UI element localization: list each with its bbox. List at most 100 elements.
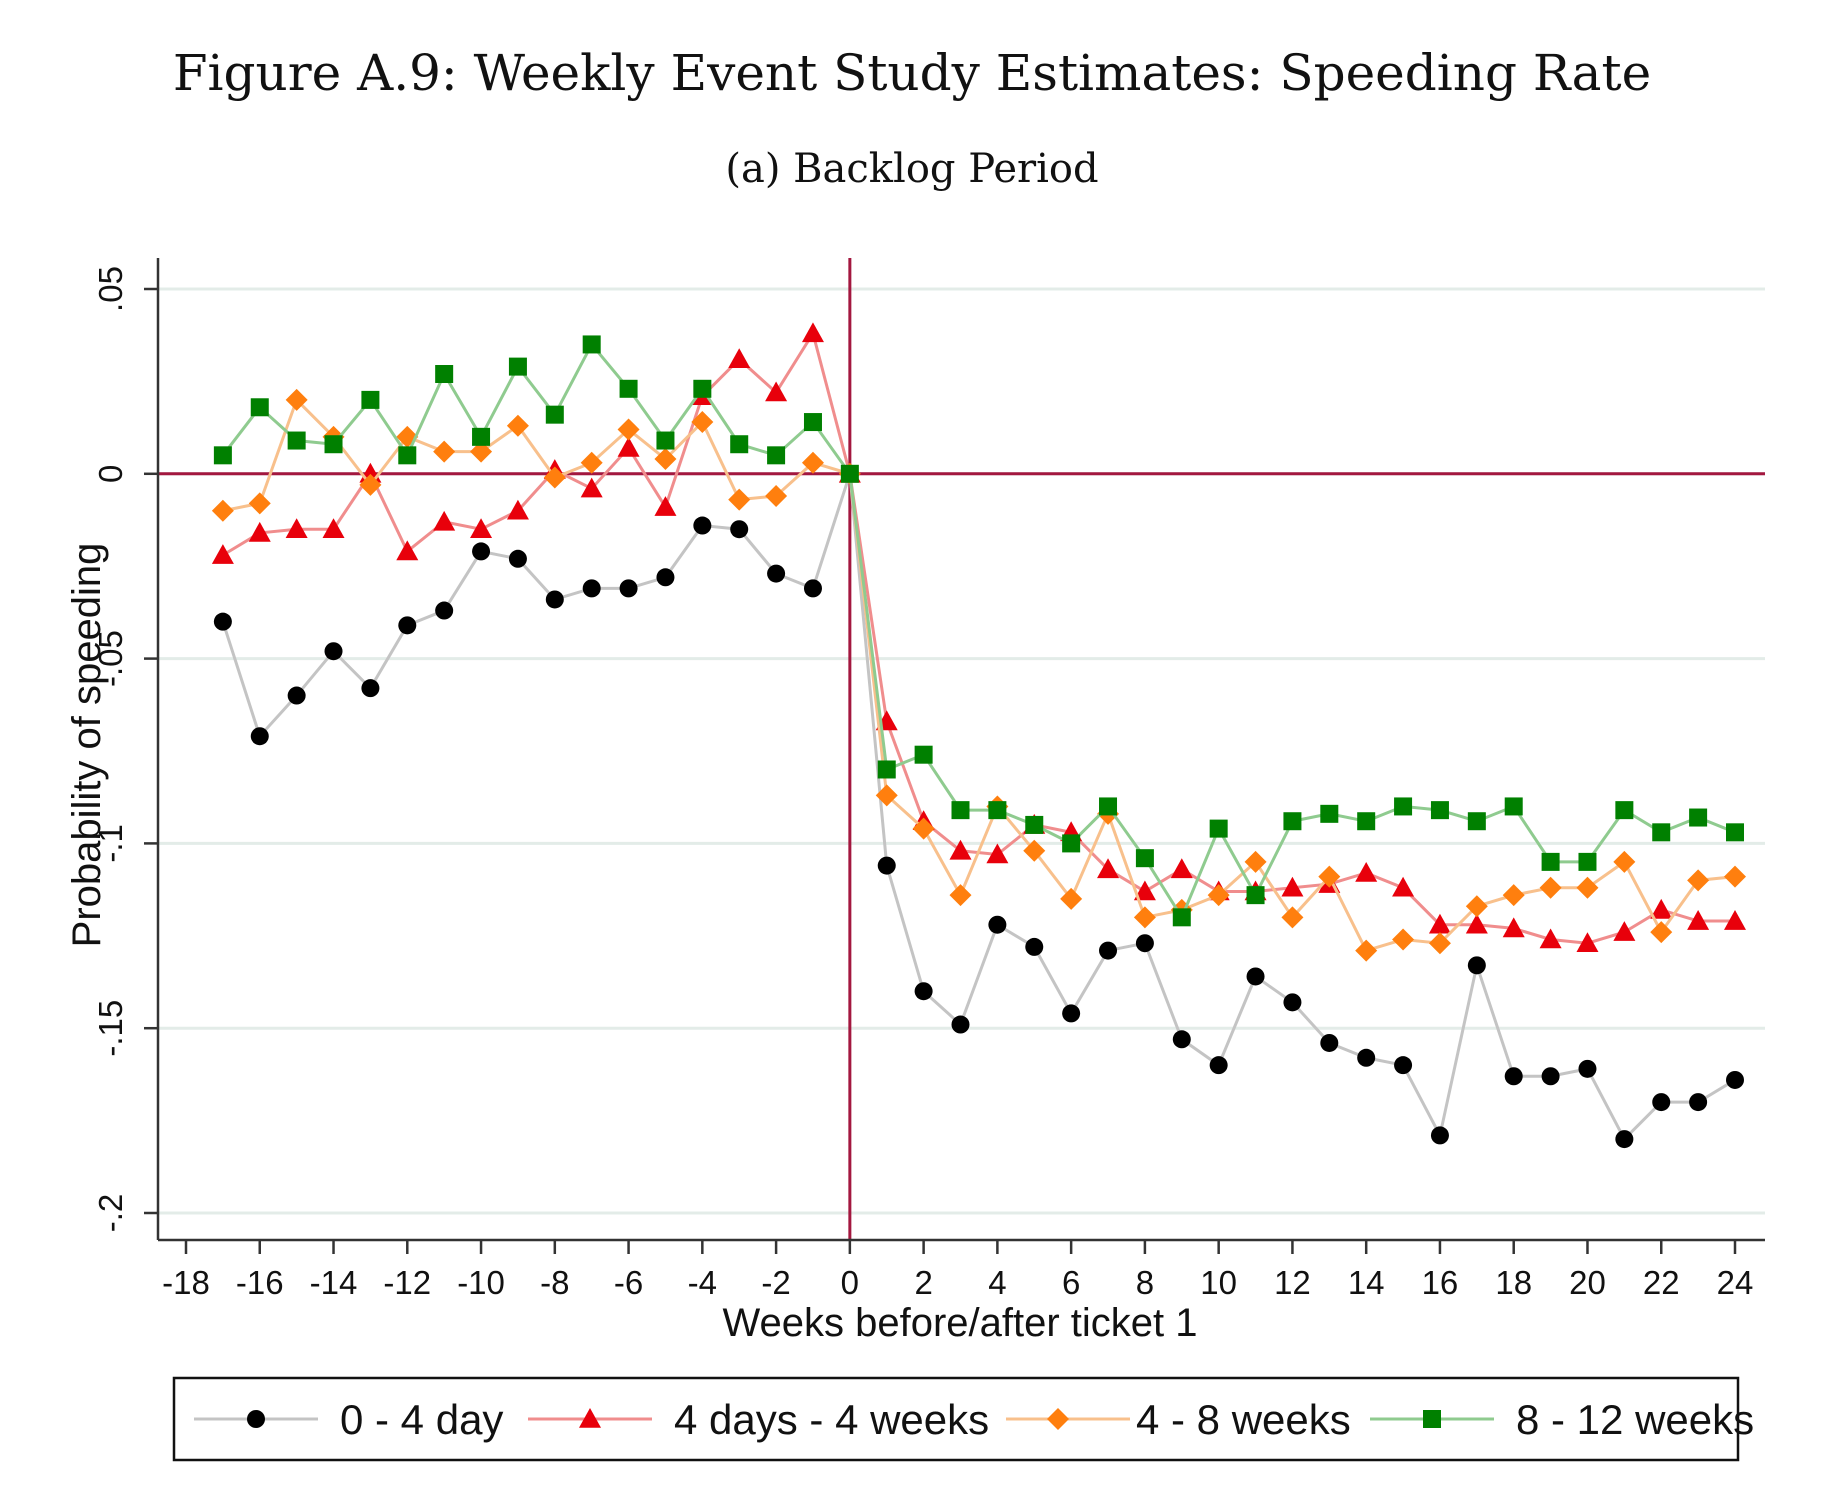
data-point	[324, 435, 343, 454]
data-point	[1320, 1033, 1339, 1052]
series-line	[222, 397, 1736, 953]
x-tick-label: 24	[1717, 1264, 1754, 1301]
figure-title: Figure A.9: Weekly Event Study Estimates…	[172, 44, 1652, 102]
series-line	[221, 473, 1736, 1142]
data-point	[324, 642, 343, 661]
x-tick-label: -6	[614, 1264, 643, 1301]
data-point	[1133, 880, 1156, 901]
data-point	[1394, 797, 1413, 816]
data-point	[1060, 887, 1083, 910]
data-point	[508, 357, 527, 376]
x-tick-label: 14	[1348, 1264, 1385, 1301]
data-point	[840, 464, 859, 483]
y-tick-label: -.15	[92, 1000, 129, 1057]
data-point	[693, 516, 712, 535]
x-tick-label: 0	[841, 1264, 859, 1301]
data-point	[1428, 932, 1451, 955]
data-point	[1099, 797, 1118, 816]
data-point	[359, 473, 382, 496]
series-3	[213, 335, 1744, 927]
figure-subtitle: (a) Backlog Period	[725, 146, 1099, 192]
data-point	[1650, 898, 1673, 919]
data-point	[1394, 1056, 1413, 1075]
data-point	[1318, 865, 1341, 888]
x-tick-label: 16	[1422, 1264, 1459, 1301]
series-line	[221, 341, 1736, 921]
data-point	[1172, 1030, 1191, 1049]
data-point	[617, 418, 640, 441]
data-point	[435, 365, 454, 384]
data-point	[211, 544, 234, 564]
data-point	[949, 884, 972, 907]
data-point	[285, 388, 308, 411]
data-point	[1541, 852, 1560, 871]
data-point	[1428, 913, 1451, 934]
data-point	[801, 451, 824, 474]
x-tick-label: 18	[1495, 1264, 1532, 1301]
data-point	[1650, 921, 1673, 944]
data-point	[1062, 834, 1081, 853]
data-point	[1576, 932, 1599, 952]
data-point	[213, 612, 232, 631]
data-point	[248, 492, 271, 515]
data-point	[1023, 839, 1046, 862]
data-point	[1357, 812, 1376, 831]
data-point	[1504, 797, 1523, 816]
data-point	[1539, 876, 1562, 899]
data-point	[361, 390, 380, 409]
y-tick-label: -.05	[92, 630, 129, 687]
x-tick-label: 10	[1200, 1264, 1237, 1301]
data-point	[433, 440, 456, 463]
data-point	[580, 451, 603, 474]
data-point	[470, 518, 493, 539]
data-point	[730, 520, 749, 539]
data-point	[619, 579, 638, 598]
data-point	[1207, 884, 1230, 907]
data-point	[543, 466, 566, 489]
x-tick-label: 6	[1062, 1264, 1080, 1301]
legend-label: 0 - 4 day	[340, 1396, 503, 1443]
x-tick-label: -14	[310, 1264, 358, 1301]
data-point	[801, 322, 824, 343]
y-tick-label: -.2	[92, 1194, 129, 1233]
data-point	[951, 1015, 970, 1034]
data-point	[1502, 917, 1525, 938]
data-point	[877, 856, 896, 875]
legend-label: 8 - 12 weeks	[1516, 1396, 1754, 1443]
data-point	[765, 381, 788, 402]
legend-box	[172, 1376, 1740, 1462]
data-point	[472, 427, 491, 446]
legend-marker	[1047, 1408, 1069, 1430]
data-point	[1467, 812, 1486, 831]
data-point	[1135, 849, 1154, 868]
data-point	[949, 839, 972, 860]
data-point	[1025, 815, 1044, 834]
data-point	[1133, 906, 1156, 929]
x-tick-label: -16	[236, 1264, 284, 1301]
data-point	[1097, 858, 1120, 879]
data-point	[986, 843, 1009, 864]
data-point	[1172, 908, 1191, 927]
data-point	[1355, 861, 1378, 882]
data-point	[506, 499, 529, 520]
data-point	[1652, 1093, 1671, 1112]
data-point	[250, 727, 269, 746]
data-point	[1578, 1059, 1597, 1078]
data-point	[580, 477, 603, 498]
legend-label: 4 - 8 weeks	[1136, 1396, 1351, 1443]
data-point	[691, 411, 714, 434]
y-tick-label: .05	[92, 266, 129, 312]
data-point	[1283, 993, 1302, 1012]
data-point	[1687, 910, 1710, 930]
data-point	[322, 518, 345, 539]
data-point	[1320, 804, 1339, 823]
data-point	[545, 405, 564, 424]
x-tick-label: 12	[1274, 1264, 1311, 1301]
legend: 0 - 4 day 4 days - 4 weeks 4 - 8 weeks 8 - …	[172, 1376, 1754, 1462]
data-point	[1246, 886, 1265, 905]
x-tick-label: -2	[761, 1264, 790, 1301]
data-point	[287, 431, 306, 450]
gridlines	[158, 287, 1765, 1215]
y-tick-label: -.1	[92, 824, 129, 863]
